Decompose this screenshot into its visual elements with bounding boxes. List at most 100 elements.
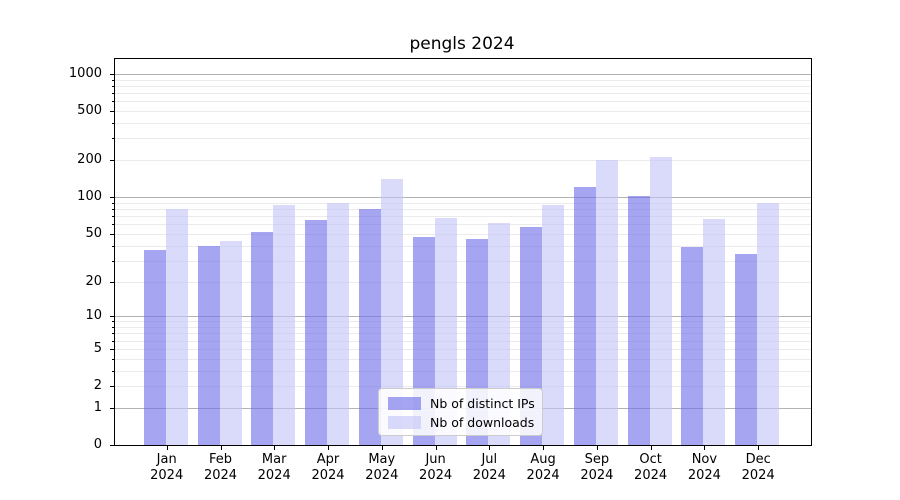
gridline-minor-300 [115,138,811,140]
legend-label-downloads: Nb of downloads [430,415,535,430]
y-minor-tick-6 [111,340,114,342]
gridlines-layer [115,59,811,445]
bar-nb-of-distinct-ips-sep-2024 [573,186,596,445]
y-minor-tick-900 [111,79,114,81]
gridline-minor-8 [115,327,811,328]
y-tick-0 [110,445,114,446]
y-tick-200 [110,160,114,162]
x-tick-label-oct-2024: Oct 2024 [634,452,668,483]
gridline-major-100 [115,197,811,199]
x-tick-dec [758,446,760,450]
y-tick-label-20: 20 [85,273,102,289]
y-minor-tick-80 [111,209,114,210]
bar-nb-of-distinct-ips-jan-2024 [143,249,166,445]
y-tick-1000 [110,73,114,75]
gridline-minor-500 [115,111,811,113]
bars-layer [115,59,811,445]
chart-title: pengls 2024 [409,34,515,54]
x-tick-oct [650,446,652,450]
x-tick-label-jan-2024: Jan 2024 [150,452,184,483]
bar-nb-of-downloads-jan-2024 [165,209,188,445]
y-tick-label-50: 50 [85,225,102,241]
y-minor-tick-9 [111,321,114,323]
gridline-major-1000 [115,73,811,75]
gridline-minor-30 [115,260,811,262]
gridline-minor-60 [115,224,811,226]
y-tick-500 [110,111,114,113]
y-tick-label-1000: 1000 [68,65,102,81]
legend-label-distinct-ips: Nb of distinct IPs [430,396,535,411]
y-minor-tick-60 [111,224,114,226]
x-tick-aug [543,446,545,450]
bar-nb-of-downloads-dec-2024 [757,202,780,445]
x-tick-label-dec-2024: Dec 2024 [741,452,775,483]
gridline-minor-2 [115,386,811,387]
x-tick-mar [274,446,276,450]
legend-row-downloads: Nb of downloads [388,413,534,432]
y-tick-label-0: 0 [93,437,102,452]
y-tick-label-2: 2 [93,378,102,393]
y-minor-tick-700 [111,93,114,94]
y-minor-tick-600 [111,101,114,103]
bar-nb-of-downloads-apr-2024 [327,202,349,445]
x-tick-label-jun-2024: Jun 2024 [419,452,453,483]
y-tick-label-500: 500 [77,103,102,119]
y-tick-10 [110,316,114,318]
y-minor-tick-30 [111,260,114,262]
y-tick-label-10: 10 [85,308,102,324]
x-tick-jun [435,446,437,450]
x-tick-nov [704,446,706,450]
gridline-minor-9 [115,321,811,323]
bar-nb-of-distinct-ips-mar-2024 [251,231,274,445]
y-tick-100 [110,197,114,199]
gridline-minor-90 [115,202,811,204]
legend-row-distinct-ips: Nb of distinct IPs [388,394,535,413]
y-tick-label-5: 5 [93,340,102,356]
y-minor-tick-70 [111,216,114,217]
bar-nb-of-downloads-sep-2024 [595,160,618,445]
y-minor-tick-300 [111,138,114,140]
y-tick-1 [110,407,114,409]
bar-nb-of-distinct-ips-oct-2024 [627,196,650,445]
bar-nb-of-distinct-ips-may-2024 [358,209,381,445]
gridline-minor-200 [115,160,811,162]
gridline-minor-6 [115,340,811,342]
x-tick-label-apr-2024: Apr 2024 [311,452,345,483]
x-tick-may [381,446,383,450]
x-tick-label-sep-2024: Sep 2024 [580,452,614,483]
gridline-minor-70 [115,216,811,217]
y-tick-label-100: 100 [77,189,102,205]
x-tick-label-feb-2024: Feb 2024 [203,452,238,483]
x-tick-label-nov-2024: Nov 2024 [687,452,721,483]
x-tick-apr [328,446,329,450]
gridline-minor-400 [115,123,811,124]
x-tick-label-mar-2024: Mar 2024 [257,452,291,483]
y-minor-tick-3 [111,370,114,372]
x-tick-jan [166,446,168,450]
gridline-minor-40 [115,245,811,247]
x-tick-sep [596,446,598,450]
y-tick-50 [110,233,114,235]
gridline-major-10 [115,316,811,318]
bar-nb-of-downloads-feb-2024 [219,240,242,445]
legend-swatch-downloads-icon [388,416,421,429]
bar-nb-of-downloads-nov-2024 [703,219,726,445]
y-minor-tick-40 [111,245,114,247]
gridline-minor-3 [115,370,811,372]
bar-nb-of-downloads-mar-2024 [273,205,296,445]
x-tick-label-aug-2024: Aug 2024 [526,452,560,483]
y-minor-tick-800 [111,85,114,87]
gridline-minor-800 [115,85,811,87]
legend-swatch-distinct-ips-icon [388,397,421,410]
y-tick-2 [110,386,114,387]
gridline-minor-7 [115,333,811,335]
gridline-minor-5 [115,348,811,350]
x-tick-label-jul-2024: Jul 2024 [472,452,506,483]
y-minor-tick-7 [111,333,114,335]
y-minor-tick-4 [111,358,114,360]
bar-nb-of-distinct-ips-nov-2024 [681,246,704,445]
y-minor-tick-400 [111,123,114,124]
y-tick-20 [110,281,114,283]
plot-area [114,58,812,446]
